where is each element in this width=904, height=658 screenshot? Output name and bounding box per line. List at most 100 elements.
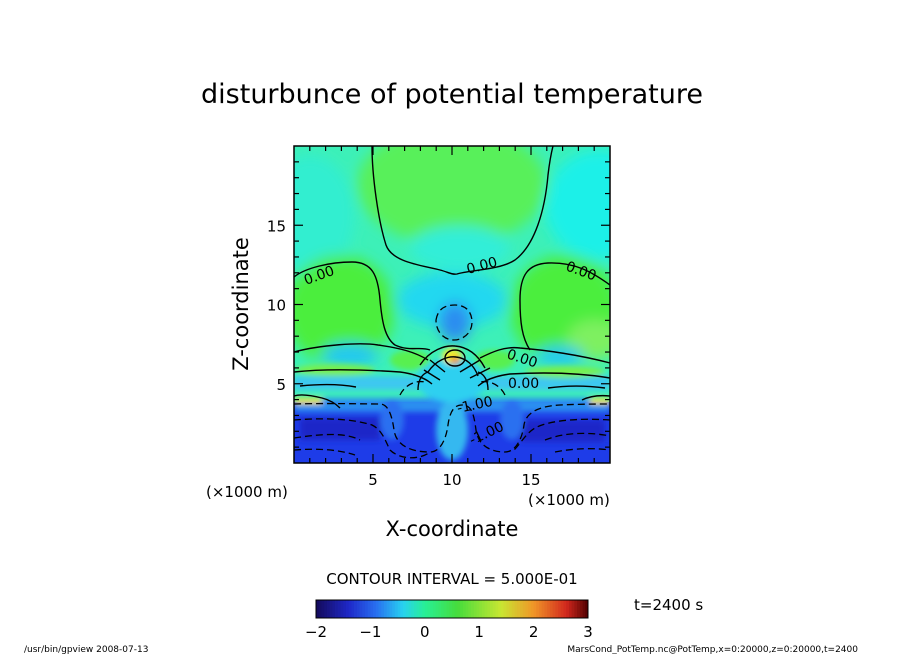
colorbar-swatch xyxy=(530,600,534,618)
colorbar-tick-label: −2 xyxy=(305,623,327,641)
colorbar-swatch xyxy=(422,600,426,618)
colorbar-swatch xyxy=(389,600,393,618)
colorbar-swatch xyxy=(487,600,491,618)
colorbar-swatch xyxy=(373,600,377,618)
colorbar-swatch xyxy=(509,600,513,618)
colorbar-swatch xyxy=(392,600,396,618)
contour-label: -1.00 xyxy=(456,394,495,417)
colorbar-swatch xyxy=(555,600,559,618)
colorbar-swatch xyxy=(457,600,461,618)
colorbar-swatch xyxy=(345,600,350,618)
contour-interval-text: CONTOUR INTERVAL = 5.000E-01 xyxy=(326,570,577,588)
colorbar-swatch xyxy=(462,600,466,618)
colorbar-swatch xyxy=(375,600,379,618)
colorbar-swatch xyxy=(340,600,344,618)
colorbar-swatch xyxy=(460,600,464,618)
colorbar-swatch xyxy=(533,600,537,618)
colorbar-tick-label: −1 xyxy=(359,623,381,641)
colorbar-swatch xyxy=(378,600,382,618)
colorbar-swatch xyxy=(362,600,366,618)
x-tick-label: 10 xyxy=(442,471,461,489)
colorbar-swatch xyxy=(525,600,529,618)
colorbar-swatch xyxy=(495,600,499,618)
colorbar-swatch xyxy=(544,600,548,618)
colorbar-swatch xyxy=(348,600,352,618)
colorbar-swatch xyxy=(354,600,358,618)
colorbar-swatch xyxy=(471,600,475,618)
colorbar-swatch xyxy=(435,600,439,618)
colorbar-swatch xyxy=(498,600,502,618)
colorbar: −2 −1 0 1 2 3 xyxy=(305,599,593,641)
time-label: t=2400 s xyxy=(634,596,703,614)
footer-right: MarsCond_PotTemp.nc@PotTemp,x=0:20000,z=… xyxy=(567,645,858,654)
colorbar-swatch xyxy=(326,600,330,618)
colorbar-swatch xyxy=(321,600,325,618)
colorbar-swatch xyxy=(430,600,434,618)
colorbar-swatch xyxy=(520,600,524,618)
colorbar-swatch xyxy=(370,600,374,618)
colorbar-swatch xyxy=(438,600,442,618)
colorbar-swatch xyxy=(549,600,554,618)
colorbar-swatch xyxy=(432,600,437,618)
colorbar-swatch xyxy=(579,600,583,618)
x-tick-label: 15 xyxy=(521,471,540,489)
colorbar-tick-label: 3 xyxy=(583,623,593,641)
colorbar-swatch xyxy=(484,600,488,618)
colorbar-swatch xyxy=(364,600,369,618)
colorbar-swatch xyxy=(552,600,556,618)
colorbar-swatch xyxy=(324,600,328,618)
y-tick-label: 15 xyxy=(267,217,286,235)
colorbar-swatch xyxy=(337,600,341,618)
colorbar-swatch xyxy=(397,600,401,618)
colorbar-swatch xyxy=(582,600,586,618)
colorbar-swatch xyxy=(411,600,415,618)
colorbar-swatch xyxy=(490,600,494,618)
colorbar-swatch xyxy=(468,600,472,618)
colorbar-swatch xyxy=(577,600,581,618)
colorbar-swatch xyxy=(536,600,540,618)
contour-label: 0.00 xyxy=(465,254,499,278)
colorbar-swatch xyxy=(394,600,398,618)
colorbar-swatch xyxy=(424,600,428,618)
colorbar-swatch xyxy=(384,600,388,618)
colorbar-swatch xyxy=(403,600,407,618)
colorbar-swatch xyxy=(517,600,521,618)
colorbar-swatch xyxy=(571,600,575,618)
colorbar-swatch xyxy=(405,600,409,618)
colorbar-swatch xyxy=(528,600,532,618)
colorbar-swatch xyxy=(558,600,562,618)
colorbar-swatch xyxy=(503,600,507,618)
colorbar-swatch xyxy=(316,600,320,618)
colorbar-swatch xyxy=(568,600,573,618)
colorbar-swatch xyxy=(454,600,458,618)
footer-left: /usr/bin/gpview 2008-07-13 xyxy=(24,645,148,654)
colorbar-frame xyxy=(315,599,589,619)
colorbar-swatch xyxy=(351,600,355,618)
colorbar-swatch xyxy=(566,600,570,618)
colorbar-swatch xyxy=(419,600,423,618)
colorbar-swatch xyxy=(511,600,515,618)
colorbar-swatch xyxy=(465,600,469,618)
colorbar-swatch xyxy=(329,600,333,618)
contour-label: 0.00 xyxy=(508,376,539,392)
contour-lines xyxy=(294,146,610,409)
colorbar-swatch xyxy=(446,600,450,618)
colorbar-tick-label: 2 xyxy=(529,623,539,641)
colorbar-swatch xyxy=(356,600,360,618)
heatmap-field xyxy=(294,146,610,463)
colorbar-swatch xyxy=(441,600,445,618)
colorbar-swatch xyxy=(547,600,551,618)
y-tick-label: 10 xyxy=(267,297,286,315)
colorbar-swatch xyxy=(492,600,496,618)
colorbar-swatch xyxy=(473,600,477,618)
x-unit-label: (×1000 m) xyxy=(206,483,288,501)
colorbar-swatch xyxy=(416,600,420,618)
colorbar-swatch xyxy=(481,600,486,618)
y-tick-label: 5 xyxy=(276,376,286,394)
colorbar-swatch xyxy=(386,600,390,618)
colorbar-swatch xyxy=(443,600,447,618)
x-axis-label: X-coordinate xyxy=(386,517,519,541)
colorbar-swatch xyxy=(413,600,418,618)
